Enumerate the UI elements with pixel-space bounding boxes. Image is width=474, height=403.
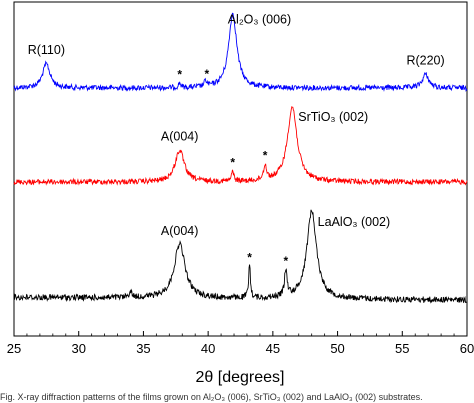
peak-label-1-2: Al₂O₃ (006): [228, 13, 291, 27]
impurity-star-2-4: *: [263, 149, 268, 163]
peak-label-2-2: SrTiO₃ (002): [298, 110, 368, 124]
x-axis-title: 2θ [degrees]: [196, 369, 285, 386]
x-tick-label-30: 30: [71, 341, 85, 356]
peak-label-2-1: A(004): [161, 129, 199, 143]
x-tick-label-45: 45: [266, 341, 280, 356]
x-tick-label-40: 40: [201, 341, 215, 356]
series-line-1: [13, 12, 468, 93]
peak-label-1-1: R(110): [28, 43, 65, 57]
impurity-star-2-3: *: [230, 155, 235, 169]
x-tick-label-25: 25: [7, 341, 21, 356]
annotation-layer: R(110) Al₂O₃ (006) R(220) * * A(004) SrTiO₃ (0…: [28, 13, 445, 269]
x-tick-label-60: 60: [460, 341, 474, 356]
impurity-star-1-4: *: [177, 68, 182, 82]
x-tick-label-55: 55: [395, 341, 409, 356]
x-tick-label-50: 50: [330, 341, 344, 356]
series-layer: [13, 12, 468, 304]
series-line-3: [13, 209, 468, 304]
impurity-star-3-4: *: [283, 254, 288, 268]
peak-label-3-1: A(004): [161, 224, 199, 238]
impurity-star-1-5: *: [205, 67, 210, 81]
series-line-2: [13, 106, 468, 186]
peak-label-1-3: R(220): [406, 53, 444, 67]
impurity-star-3-3: *: [247, 250, 252, 264]
plot-frame: [13, 1, 468, 337]
x-axis-ticks: 25 30 35 40 45 50 55 60: [7, 331, 474, 356]
figure-caption: Fig. X-ray diffraction patterns of the f…: [0, 392, 423, 402]
x-tick-label-35: 35: [136, 341, 150, 356]
peak-label-3-2: LaAlO₃ (002): [318, 215, 391, 229]
